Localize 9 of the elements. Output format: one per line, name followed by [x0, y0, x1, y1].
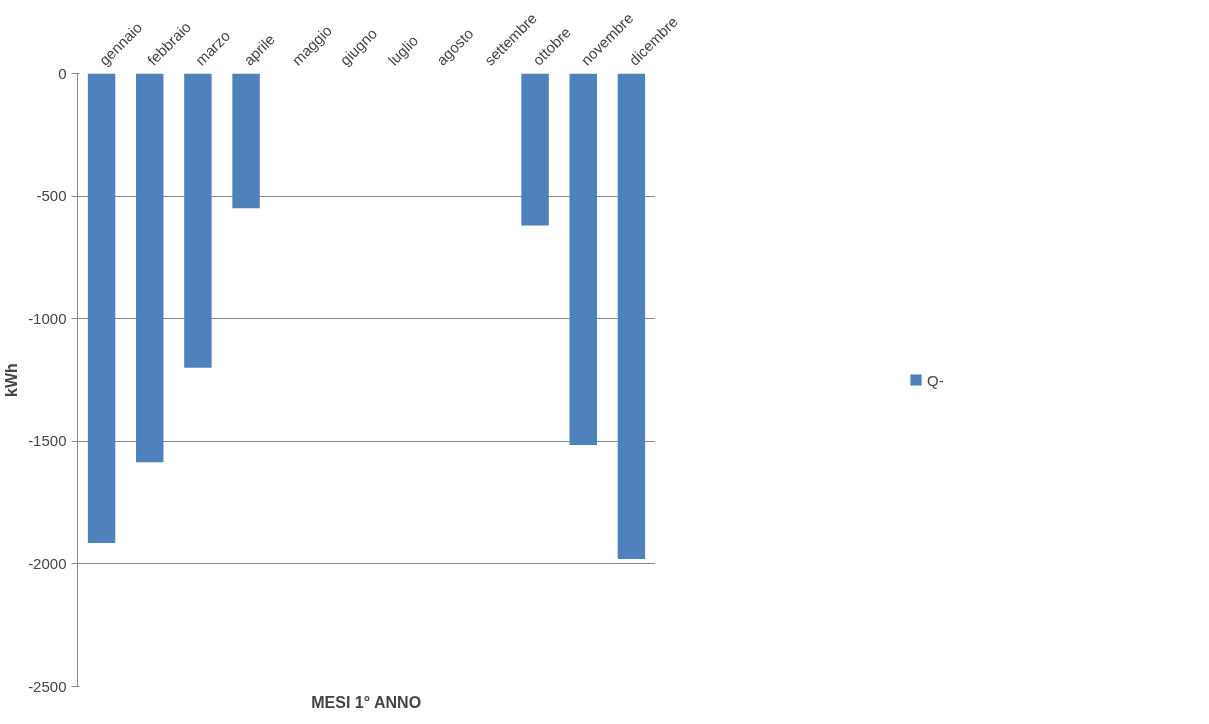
y-tick-label: -2000	[28, 554, 67, 572]
legend-label: Q-	[927, 371, 945, 388]
x-axis-title: MESI 1° ANNO	[311, 693, 422, 711]
y-tick-label: -1500	[28, 432, 67, 450]
y-axis-title: kWh	[3, 363, 21, 397]
y-tick-label: 0	[58, 64, 67, 82]
y-tick-label: -500	[36, 187, 67, 205]
y-tick-label: -1000	[28, 309, 67, 327]
y-tick-label: -2500	[28, 677, 67, 695]
